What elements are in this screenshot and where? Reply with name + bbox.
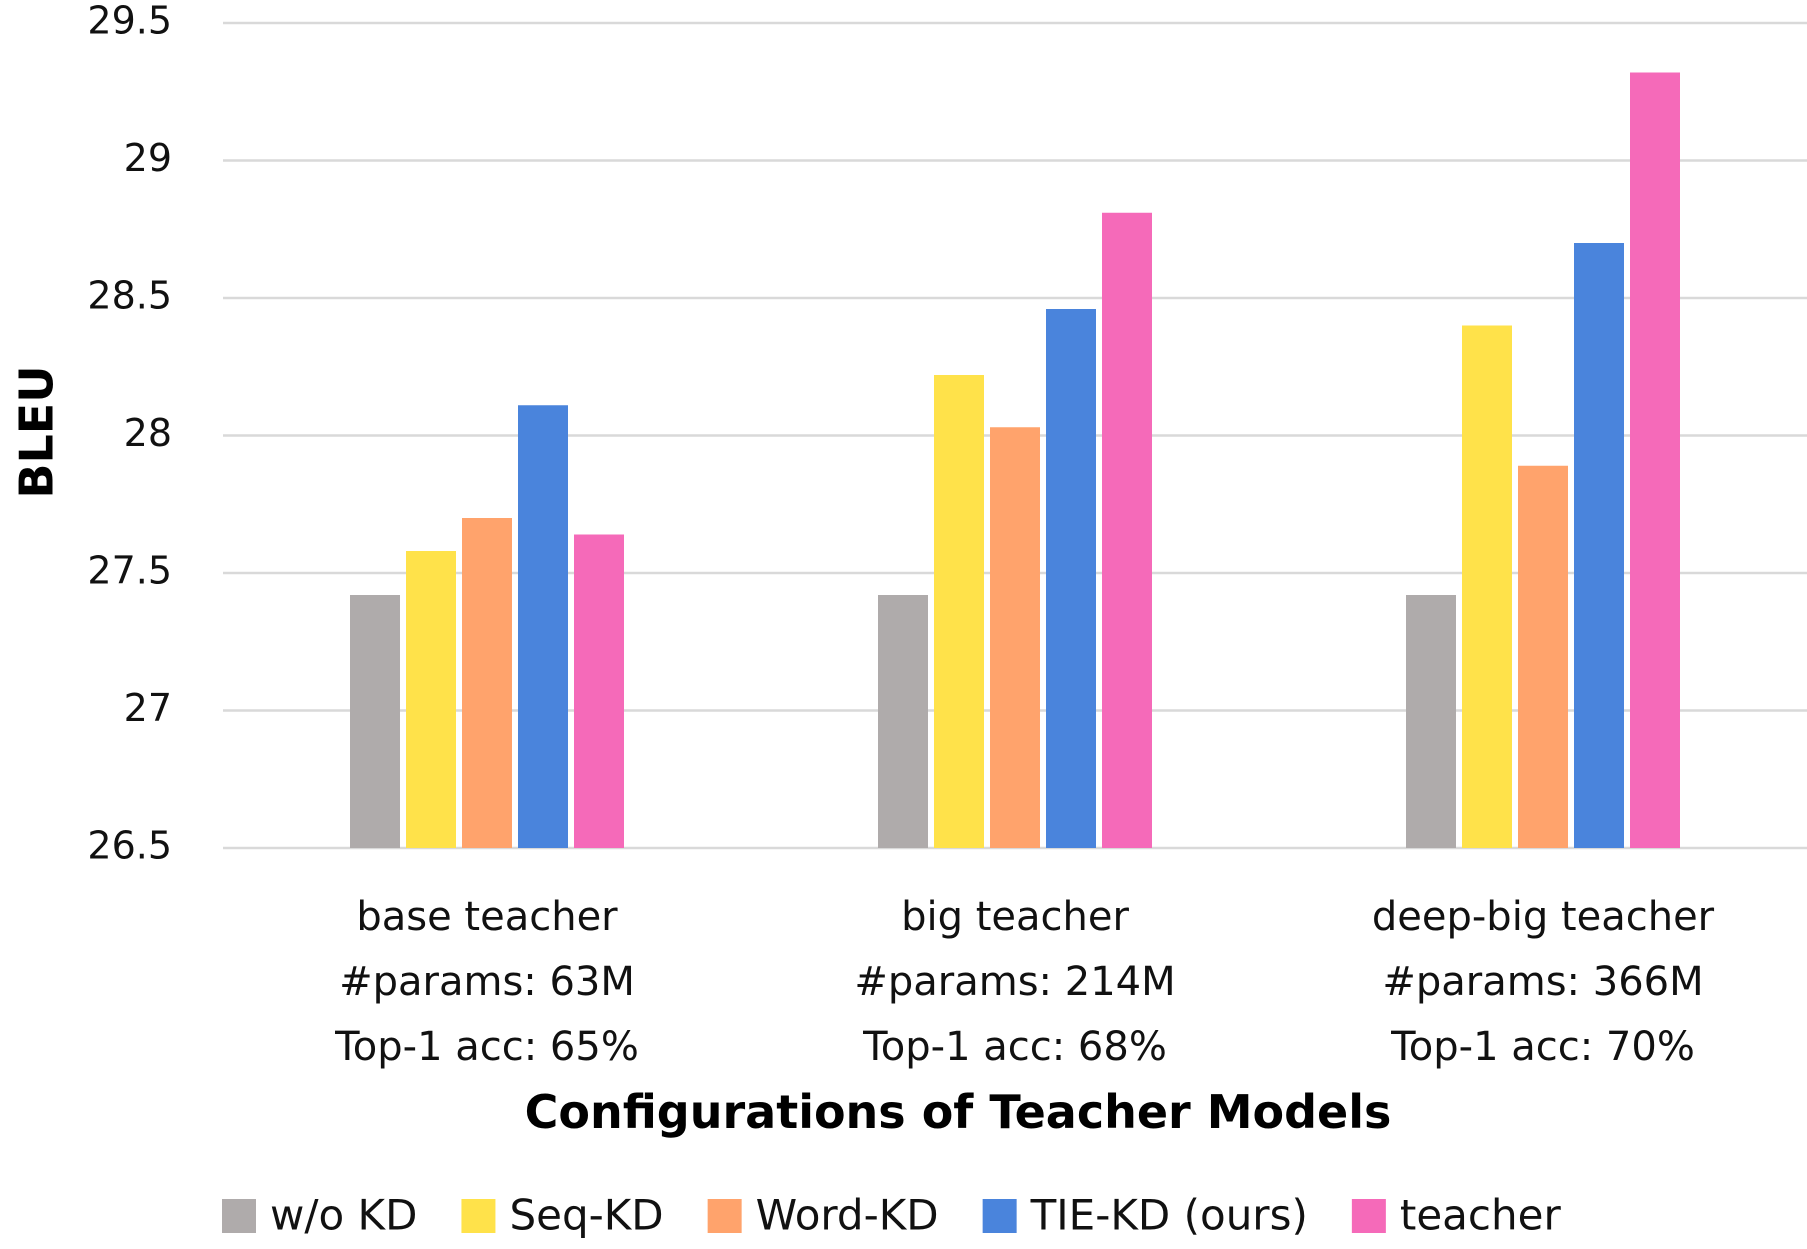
legend-item[interactable]: Word-KD — [707, 1191, 939, 1240]
bars — [350, 72, 1680, 848]
legend-swatch — [707, 1199, 742, 1233]
bar-w-o-kd-1 — [878, 595, 928, 848]
bar-word-kd-1 — [990, 427, 1040, 848]
bar-w-o-kd-0 — [350, 595, 400, 848]
x-category-label: deep-big teacher — [1372, 894, 1715, 940]
x-axis-categories: base teacher #params: 63M Top-1 acc: 65% bi… — [334, 894, 1715, 1070]
x-category-label: Top-1 acc: 65% — [334, 1024, 639, 1070]
bar-w-o-kd-2 — [1406, 595, 1456, 848]
y-tick-label: 28 — [124, 411, 172, 455]
x-category-label: base teacher — [356, 894, 618, 940]
bar-tie-kd-ours-0 — [518, 405, 568, 848]
x-category-label: big teacher — [901, 894, 1129, 940]
legend-label: teacher — [1400, 1191, 1562, 1240]
bar-seq-kd-1 — [934, 375, 984, 848]
bar-teacher-0 — [574, 534, 624, 848]
legend-item[interactable]: teacher — [1351, 1191, 1562, 1240]
legend-label: Seq-KD — [509, 1191, 663, 1240]
y-tick-label: 26.5 — [87, 824, 172, 868]
y-tick-label: 27.5 — [87, 549, 172, 593]
legend[interactable]: w/o KD Seq-KD Word-KD TIE-KD (ours) teacher — [222, 1191, 1561, 1240]
legend-label: TIE-KD (ours) — [1030, 1191, 1308, 1240]
x-category-label: Top-1 acc: 68% — [862, 1024, 1167, 1070]
legend-item[interactable]: Seq-KD — [461, 1191, 664, 1240]
x-axis-title: Configurations of Teacher Models — [525, 1085, 1392, 1139]
legend-label: w/o KD — [270, 1191, 417, 1240]
y-tick-label: 29.5 — [87, 0, 172, 43]
x-category-label: #params: 214M — [854, 959, 1175, 1005]
y-axis-ticks: 26.5 27 27.5 28 28.5 29 29.5 — [87, 0, 172, 868]
bar-tie-kd-ours-2 — [1574, 243, 1624, 848]
bar-word-kd-0 — [462, 518, 512, 848]
y-tick-label: 29 — [124, 136, 172, 180]
legend-item[interactable]: w/o KD — [222, 1191, 417, 1240]
legend-swatch — [982, 1199, 1017, 1233]
legend-swatch — [461, 1199, 496, 1233]
legend-label: Word-KD — [756, 1191, 939, 1240]
y-tick-label: 27 — [124, 686, 172, 730]
x-category-label: #params: 366M — [1382, 959, 1703, 1005]
bar-seq-kd-0 — [406, 551, 456, 848]
legend-swatch — [222, 1199, 256, 1233]
y-axis-title: BLEU — [10, 365, 64, 498]
bar-teacher-2 — [1630, 72, 1680, 848]
bar-teacher-1 — [1102, 212, 1152, 848]
bar-word-kd-2 — [1518, 465, 1568, 848]
bar-tie-kd-ours-1 — [1046, 309, 1096, 848]
legend-swatch — [1351, 1199, 1386, 1233]
x-category-label: Top-1 acc: 70% — [1390, 1024, 1695, 1070]
legend-item[interactable]: TIE-KD (ours) — [982, 1191, 1308, 1240]
bar-seq-kd-2 — [1462, 325, 1512, 848]
y-tick-label: 28.5 — [87, 274, 172, 318]
x-category-label: #params: 63M — [339, 959, 635, 1005]
